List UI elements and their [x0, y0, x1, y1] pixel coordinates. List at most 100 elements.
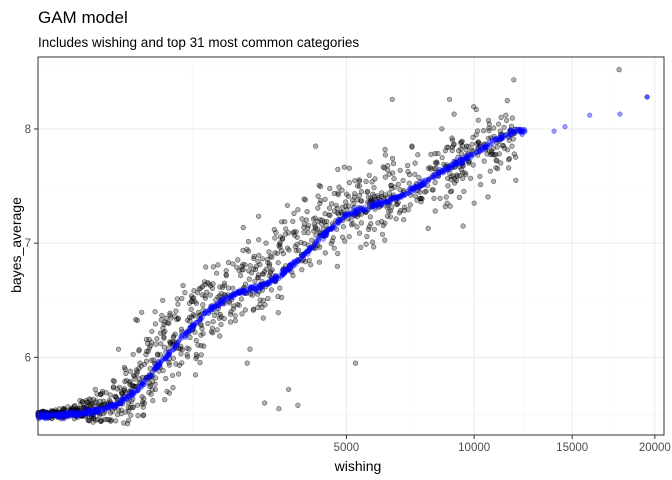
observed-point — [137, 360, 143, 366]
observed-point — [460, 175, 466, 181]
observed-point — [139, 394, 145, 400]
observed-point — [217, 284, 223, 290]
observed-point — [168, 315, 174, 321]
fitted-point — [477, 148, 484, 154]
observed-point — [210, 281, 216, 287]
observed-point — [305, 230, 311, 236]
observed-point — [86, 396, 92, 402]
observed-point — [110, 385, 116, 391]
observed-point — [382, 152, 389, 158]
observed-point — [256, 213, 262, 219]
observed-point — [315, 205, 321, 211]
observed-point — [170, 385, 176, 391]
observed-point — [358, 220, 365, 226]
observed-point — [301, 229, 307, 235]
observed-point — [380, 222, 386, 229]
observed-point — [363, 241, 369, 247]
observed-point — [309, 237, 315, 243]
observed-point — [251, 255, 257, 262]
observed-point — [114, 412, 121, 418]
observed-point — [161, 344, 167, 350]
fitted-point — [551, 128, 557, 134]
observed-point — [372, 176, 378, 182]
observed-point — [371, 185, 377, 191]
observed-point — [485, 194, 491, 200]
observed-point — [152, 321, 158, 327]
observed-point — [425, 225, 431, 231]
observed-point — [419, 196, 425, 202]
observed-point — [277, 241, 283, 247]
fitted-point — [257, 282, 263, 288]
observed-point — [115, 407, 121, 413]
observed-point — [293, 229, 299, 235]
observed-point — [348, 222, 355, 228]
observed-point — [239, 263, 245, 270]
observed-point — [397, 167, 403, 173]
observed-point — [279, 219, 285, 225]
observed-point — [184, 317, 190, 323]
observed-point — [340, 234, 346, 240]
observed-point — [301, 224, 307, 230]
observed-point — [322, 196, 328, 202]
observed-point — [446, 96, 453, 102]
observed-point — [256, 252, 262, 258]
fitted-point — [455, 161, 461, 167]
observed-point — [158, 341, 164, 347]
fitted-point — [344, 211, 350, 217]
observed-point — [242, 307, 248, 313]
observed-point — [473, 132, 479, 138]
observed-point — [400, 177, 406, 184]
observed-point — [141, 412, 147, 418]
fitted-point — [253, 288, 259, 294]
observed-point — [257, 301, 263, 307]
observed-point — [312, 215, 318, 221]
observed-point — [160, 297, 166, 303]
observed-point — [249, 270, 255, 276]
observed-point — [97, 418, 104, 424]
grid-lines — [38, 57, 664, 435]
observed-point — [354, 224, 360, 230]
observed-point — [285, 245, 291, 251]
observed-point — [443, 194, 449, 200]
observed-point — [334, 263, 341, 269]
observed-point — [107, 418, 114, 424]
observed-point — [389, 185, 395, 192]
observed-point — [192, 372, 199, 378]
observed-point — [473, 106, 479, 113]
observed-point — [179, 347, 185, 353]
observed-point — [152, 309, 158, 315]
fitted-point — [484, 143, 491, 149]
observed-point — [135, 413, 141, 419]
observed-point — [477, 173, 483, 179]
observed-point — [415, 152, 421, 158]
fitted-point — [60, 410, 66, 416]
fitted-point — [355, 207, 361, 213]
observed-point — [99, 390, 105, 397]
observed-point — [251, 306, 257, 312]
observed-point — [246, 276, 252, 282]
observed-point — [294, 234, 300, 240]
observed-point — [327, 185, 333, 192]
observed-point — [308, 262, 314, 268]
observed-point — [210, 264, 216, 270]
observed-point — [167, 340, 174, 346]
observed-point — [315, 219, 321, 225]
observed-point — [439, 126, 445, 132]
observed-point — [277, 240, 283, 246]
observed-point — [461, 188, 467, 194]
observed-point — [185, 354, 191, 360]
observed-point — [406, 180, 412, 186]
observed-point — [491, 178, 497, 184]
fitted-point — [210, 306, 216, 312]
y-axis-title: bayes_average — [8, 197, 24, 293]
fitted-point — [267, 281, 273, 287]
observed-point — [486, 128, 492, 134]
observed-point — [263, 240, 269, 246]
observed-point — [176, 371, 182, 377]
observed-point — [65, 404, 71, 410]
observed-point — [305, 223, 312, 229]
observed-point — [148, 391, 154, 397]
observed-point — [437, 195, 443, 201]
observed-point — [280, 236, 286, 242]
